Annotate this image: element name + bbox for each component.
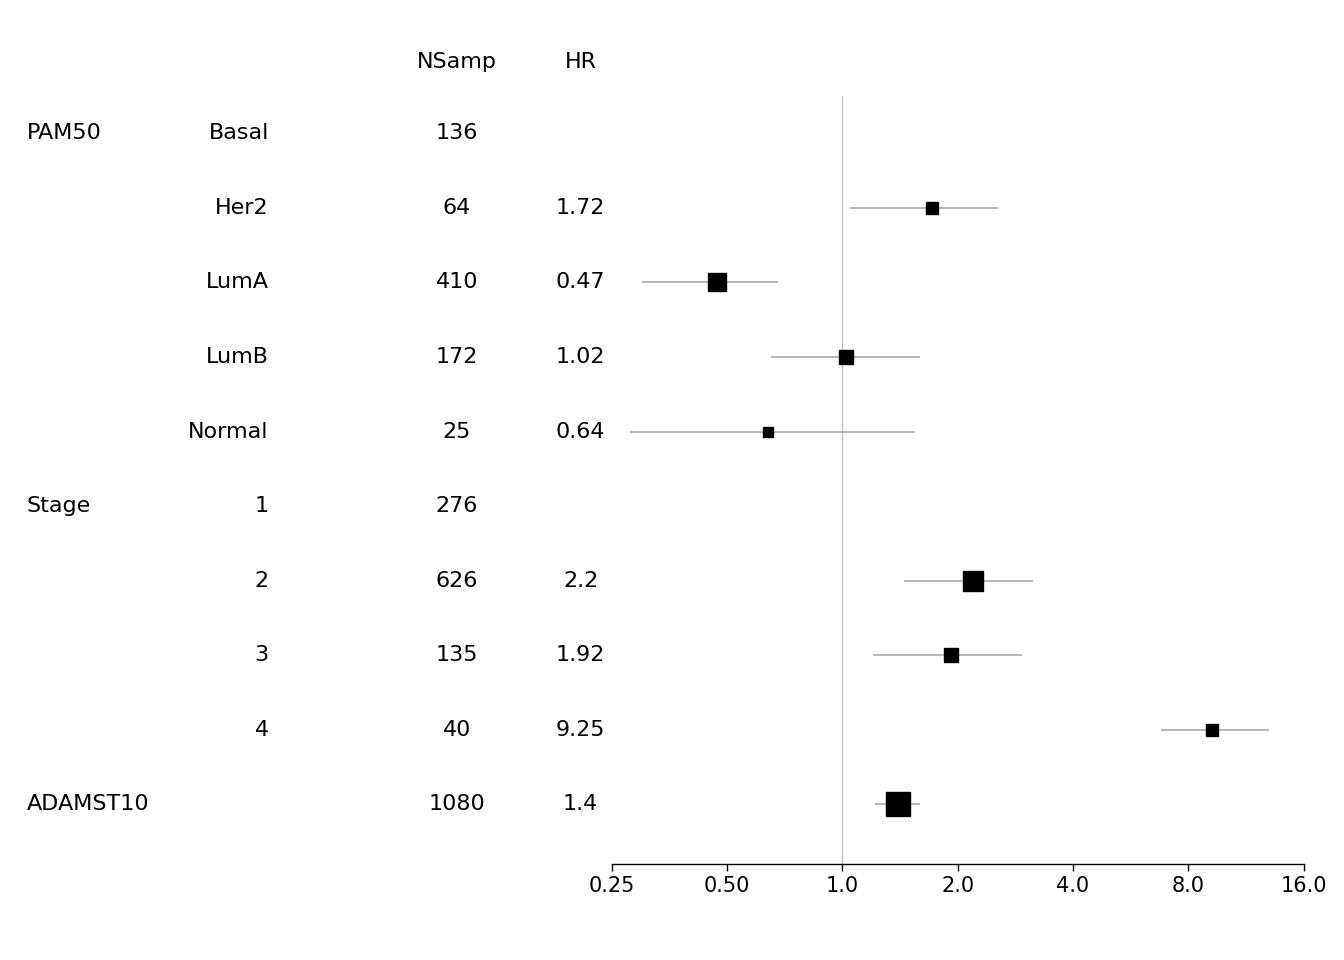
- Text: 1.92: 1.92: [556, 645, 605, 665]
- Text: 9.25: 9.25: [556, 720, 605, 740]
- Text: 276: 276: [435, 496, 478, 516]
- Text: 25: 25: [442, 421, 472, 442]
- Text: Her2: Her2: [215, 198, 269, 218]
- Text: 64: 64: [442, 198, 472, 218]
- Text: 2: 2: [254, 570, 269, 590]
- Text: 40: 40: [442, 720, 472, 740]
- Text: 1.72: 1.72: [556, 198, 605, 218]
- Text: 135: 135: [435, 645, 478, 665]
- Text: LumB: LumB: [206, 347, 269, 367]
- Text: LumA: LumA: [206, 273, 269, 293]
- Text: Stage: Stage: [27, 496, 91, 516]
- Text: 410: 410: [435, 273, 478, 293]
- Text: NSamp: NSamp: [417, 52, 497, 72]
- Text: Normal: Normal: [188, 421, 269, 442]
- Text: 2.2: 2.2: [563, 570, 598, 590]
- Text: 626: 626: [435, 570, 478, 590]
- Text: 1.4: 1.4: [563, 794, 598, 814]
- Text: HR: HR: [564, 52, 597, 72]
- Text: 172: 172: [435, 347, 478, 367]
- Text: 1: 1: [254, 496, 269, 516]
- Text: 136: 136: [435, 123, 478, 143]
- Text: 4: 4: [254, 720, 269, 740]
- Text: Basal: Basal: [208, 123, 269, 143]
- Text: 1.02: 1.02: [556, 347, 605, 367]
- Text: PAM50: PAM50: [27, 123, 102, 143]
- Text: 3: 3: [254, 645, 269, 665]
- Text: ADAMST10: ADAMST10: [27, 794, 149, 814]
- Text: 0.64: 0.64: [556, 421, 605, 442]
- Text: 1080: 1080: [429, 794, 485, 814]
- Text: 0.47: 0.47: [556, 273, 605, 293]
